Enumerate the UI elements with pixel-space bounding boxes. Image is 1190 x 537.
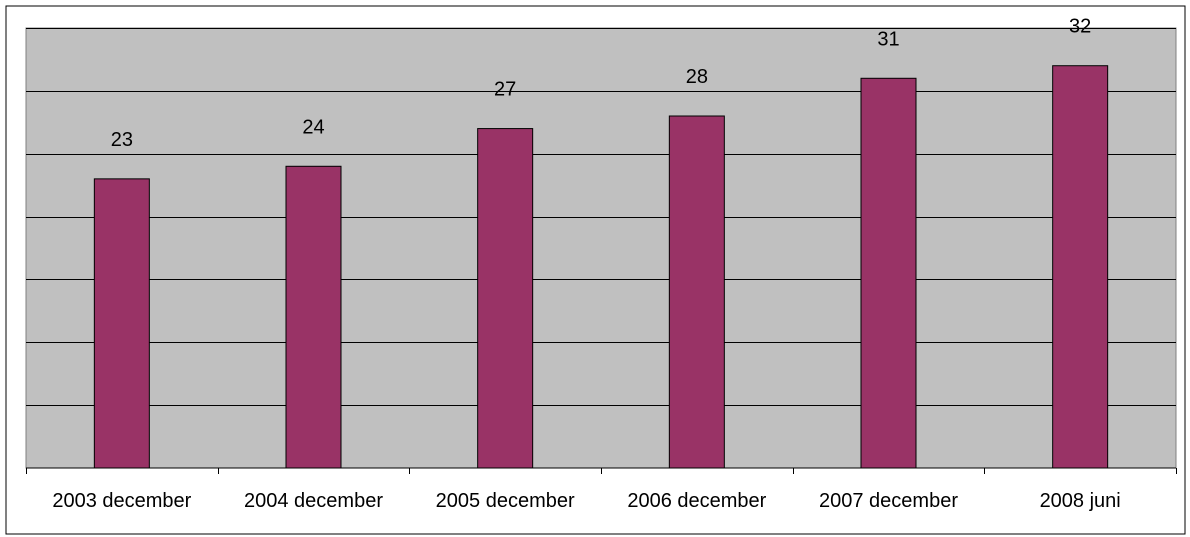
x-axis-ticks (26, 468, 1177, 474)
bar (1052, 65, 1109, 469)
x-axis-tick-labels: 2003 december 2004 december 2005 december 2… (52, 490, 1120, 512)
x-tick-label: 2003 december (52, 490, 191, 512)
plot-area (25, 27, 1177, 469)
bars (93, 65, 1109, 469)
bar (860, 77, 917, 469)
x-tick-label: 2005 december (436, 490, 575, 512)
bar (668, 115, 725, 469)
data-labels: 23 24 27 28 31 32 (111, 16, 1092, 151)
x-tick-label: 2007 december (819, 490, 958, 512)
x-tick-label: 2008 juni (1040, 490, 1121, 512)
data-label: 28 (686, 66, 708, 88)
x-tick-label: 2004 december (244, 490, 383, 512)
bar (93, 178, 150, 469)
data-label: 31 (877, 28, 899, 50)
bar (285, 165, 342, 469)
data-label: 24 (302, 116, 324, 138)
x-tick-label: 2006 december (627, 490, 766, 512)
data-label: 27 (494, 79, 516, 101)
gridlines (26, 28, 1176, 406)
bar (477, 128, 534, 469)
data-label: 32 (1069, 16, 1091, 38)
data-label: 23 (111, 129, 133, 151)
